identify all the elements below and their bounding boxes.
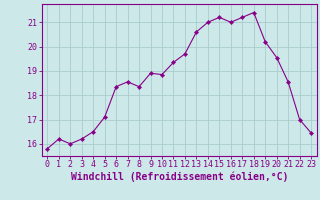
X-axis label: Windchill (Refroidissement éolien,°C): Windchill (Refroidissement éolien,°C) [70, 172, 288, 182]
